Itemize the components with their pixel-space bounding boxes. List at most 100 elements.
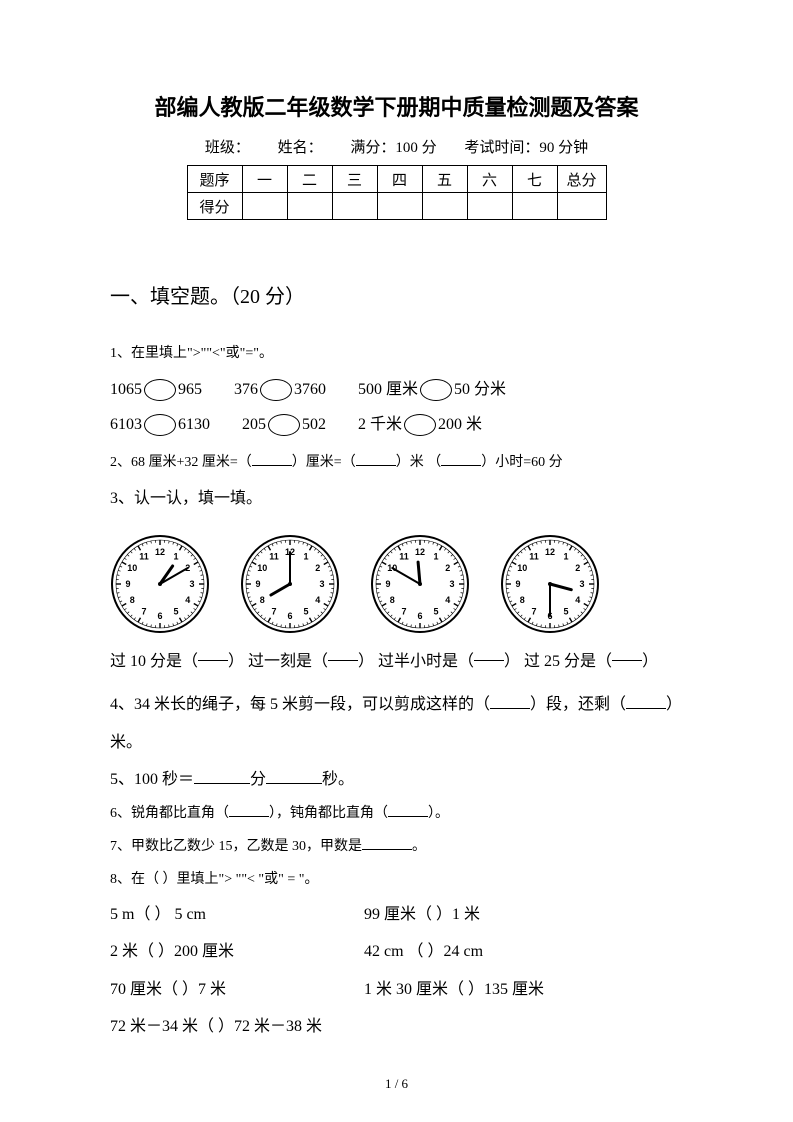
q4-c: ） <box>666 696 682 713</box>
blank <box>328 644 358 661</box>
circle-blank <box>420 379 452 401</box>
page: 部编人教版二年级数学下册期中质量检测题及答案 班级： 姓名： 满分：100 分 … <box>0 0 793 1122</box>
name-label: 姓名： <box>278 140 323 156</box>
row1-label: 题序 <box>187 166 242 193</box>
cap1: ） 过一刻是（ <box>228 644 328 679</box>
q1-r1-e: 500 厘米 <box>358 381 418 398</box>
q1-r2-f: 200 米 <box>438 416 482 433</box>
q1-row2: 61036130 205502 2 千米200 米 <box>110 407 683 442</box>
blank <box>388 802 428 817</box>
blank <box>198 644 228 661</box>
row2-label: 得分 <box>187 193 242 220</box>
q1-r2-b: 6130 <box>178 416 210 433</box>
svg-text:12: 12 <box>415 547 425 557</box>
svg-text:2: 2 <box>315 563 320 573</box>
q2-a: 2、68 厘米+32 厘米=（ <box>110 455 252 470</box>
class-label: 班级： <box>205 140 250 156</box>
svg-text:1: 1 <box>303 551 308 561</box>
clock-captions: 过 10 分是（ ） 过一刻是（ ） 过半小时是（ ） 过 25 分是（ ） <box>110 644 683 679</box>
svg-text:10: 10 <box>127 563 137 573</box>
q1-r1-d: 3760 <box>294 381 326 398</box>
score-cell <box>557 193 606 220</box>
fullscore-label: 满分：100 分 <box>350 140 436 156</box>
svg-text:9: 9 <box>255 579 260 589</box>
q5-line: 5、100 秒＝分秒。 <box>110 762 683 797</box>
svg-text:6: 6 <box>157 611 162 621</box>
q7-line: 7、甲数比乙数少 15，乙数是 30，甲数是。 <box>110 832 683 863</box>
col-head: 二 <box>287 166 332 193</box>
circle-blank <box>260 379 292 401</box>
q4-line: 4、34 米长的绳子，每 5 米剪一段，可以剪成这样的（）段，还剩（） <box>110 687 683 722</box>
q6-a: 6、锐角都比直角（ <box>110 806 229 821</box>
q3-prompt: 3、认一认，填一填。 <box>110 481 683 516</box>
score-cell <box>467 193 512 220</box>
time-label: 考试时间：90 分钟 <box>464 140 588 156</box>
q1-r2-a: 6103 <box>110 416 142 433</box>
page-title: 部编人教版二年级数学下册期中质量检测题及答案 <box>110 90 683 122</box>
svg-text:9: 9 <box>515 579 520 589</box>
blank <box>266 767 322 784</box>
q6-line: 6、锐角都比直角（），钝角都比直角（）。 <box>110 799 683 830</box>
svg-text:1: 1 <box>173 551 178 561</box>
blank <box>490 692 530 709</box>
q6-c: ）。 <box>428 806 449 821</box>
q8-l: 70 厘米（ ）7 米 <box>110 972 360 1007</box>
col-head: 四 <box>377 166 422 193</box>
blank <box>362 835 412 850</box>
q1-prompt: 1、在里填上">""<"或"="。 <box>110 339 683 370</box>
section-heading: 一、填空题。（20 分） <box>110 280 683 309</box>
clock-4: 123456789101112 <box>500 534 600 634</box>
q4-d: 米。 <box>110 725 683 760</box>
q1-row1: 1065965 3763760 500 厘米50 分米 <box>110 372 683 407</box>
score-cell <box>242 193 287 220</box>
blank <box>229 802 269 817</box>
col-head: 六 <box>467 166 512 193</box>
svg-text:11: 11 <box>399 551 409 561</box>
svg-text:2: 2 <box>445 563 450 573</box>
svg-text:12: 12 <box>545 547 555 557</box>
blank <box>252 451 292 466</box>
col-head: 五 <box>422 166 467 193</box>
score-table: 题序 一 二 三 四 五 六 七 总分 得分 <box>187 165 607 220</box>
svg-text:10: 10 <box>257 563 267 573</box>
svg-text:1: 1 <box>563 551 568 561</box>
q8-l: 2 米（ ）200 厘米 <box>110 934 360 969</box>
q1-r2-c: 205 <box>242 416 266 433</box>
svg-text:4: 4 <box>445 595 450 605</box>
svg-text:1: 1 <box>433 551 438 561</box>
svg-text:5: 5 <box>303 607 308 617</box>
blank <box>626 692 666 709</box>
svg-text:8: 8 <box>130 595 135 605</box>
svg-text:4: 4 <box>575 595 580 605</box>
svg-text:7: 7 <box>531 607 536 617</box>
cap2: ） 过半小时是（ <box>358 644 474 679</box>
q8-row: 2 米（ ）200 厘米 42 cm （ ）24 cm <box>110 934 683 969</box>
svg-text:10: 10 <box>517 563 527 573</box>
q5-a: 5、100 秒＝ <box>110 771 194 788</box>
svg-text:4: 4 <box>185 595 190 605</box>
svg-text:3: 3 <box>189 579 194 589</box>
q2-d: ）小时=60 分 <box>481 455 562 470</box>
table-row: 题序 一 二 三 四 五 六 七 总分 <box>187 166 606 193</box>
circle-blank <box>268 414 300 436</box>
svg-text:7: 7 <box>141 607 146 617</box>
q8-r: 42 cm （ ）24 cm <box>364 943 483 960</box>
svg-text:6: 6 <box>287 611 292 621</box>
svg-text:7: 7 <box>401 607 406 617</box>
blank <box>612 644 642 661</box>
clock-1: 123456789101112 <box>110 534 210 634</box>
blank <box>474 644 504 661</box>
cap4: ） <box>642 644 658 679</box>
svg-text:5: 5 <box>563 607 568 617</box>
total-label: 总分 <box>557 166 606 193</box>
score-cell <box>287 193 332 220</box>
q8-l: 5 m（ ） 5 cm <box>110 897 360 932</box>
q8-row: 72 米－34 米（ ）72 米－38 米 <box>110 1009 683 1044</box>
svg-text:12: 12 <box>155 547 165 557</box>
score-cell <box>512 193 557 220</box>
q1-r2-d: 502 <box>302 416 326 433</box>
circle-blank <box>144 379 176 401</box>
q1-r1-a: 1065 <box>110 381 142 398</box>
svg-text:9: 9 <box>385 579 390 589</box>
cap3: ） 过 25 分是（ <box>504 644 612 679</box>
